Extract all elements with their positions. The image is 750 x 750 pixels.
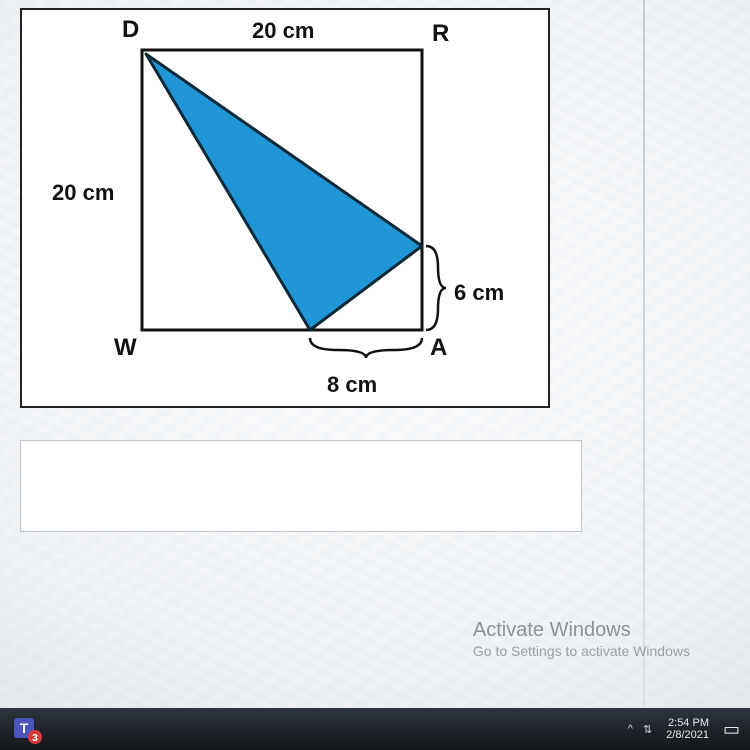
screen: D R W A 20 cm 20 cm 6 cm 8 cm Activate W… bbox=[0, 0, 750, 750]
watermark-line2: Go to Settings to activate Windows bbox=[473, 643, 690, 661]
geometry-svg bbox=[22, 10, 548, 406]
notification-center-icon[interactable]: ▭ bbox=[723, 719, 740, 740]
tray-chevron-up-icon[interactable]: ^ bbox=[628, 723, 633, 735]
taskbar-app-icon[interactable]: T 3 bbox=[10, 712, 44, 746]
windows-activation-watermark: Activate Windows Go to Settings to activ… bbox=[473, 618, 690, 661]
teams-icon: T 3 bbox=[12, 714, 42, 744]
svg-text:3: 3 bbox=[32, 733, 38, 744]
brace-6cm bbox=[426, 246, 446, 330]
page-right-edge bbox=[643, 0, 645, 720]
tray-icons[interactable]: ^ ⇅ bbox=[628, 723, 652, 736]
tray-clock[interactable]: 2:54 PM 2/8/2021 bbox=[666, 717, 709, 741]
answer-input-box[interactable] bbox=[20, 440, 582, 532]
tray-time-text: 2:54 PM bbox=[666, 717, 709, 729]
brace-8cm bbox=[310, 338, 422, 358]
figure-frame: D R W A 20 cm 20 cm 6 cm 8 cm bbox=[20, 8, 550, 408]
tray-network-icon[interactable]: ⇅ bbox=[643, 723, 652, 736]
taskbar[interactable]: T 3 ^ ⇅ 2:54 PM 2/8/2021 ▭ bbox=[0, 708, 750, 750]
svg-text:T: T bbox=[20, 720, 29, 736]
tray-date-text: 2/8/2021 bbox=[666, 729, 709, 741]
watermark-line1: Activate Windows bbox=[473, 618, 690, 643]
